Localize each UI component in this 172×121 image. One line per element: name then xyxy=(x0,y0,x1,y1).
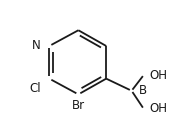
Text: Br: Br xyxy=(72,99,85,112)
Text: Cl: Cl xyxy=(29,82,41,95)
Text: N: N xyxy=(32,39,41,53)
Text: OH: OH xyxy=(150,68,168,82)
Text: OH: OH xyxy=(150,102,168,115)
Text: B: B xyxy=(139,84,147,97)
